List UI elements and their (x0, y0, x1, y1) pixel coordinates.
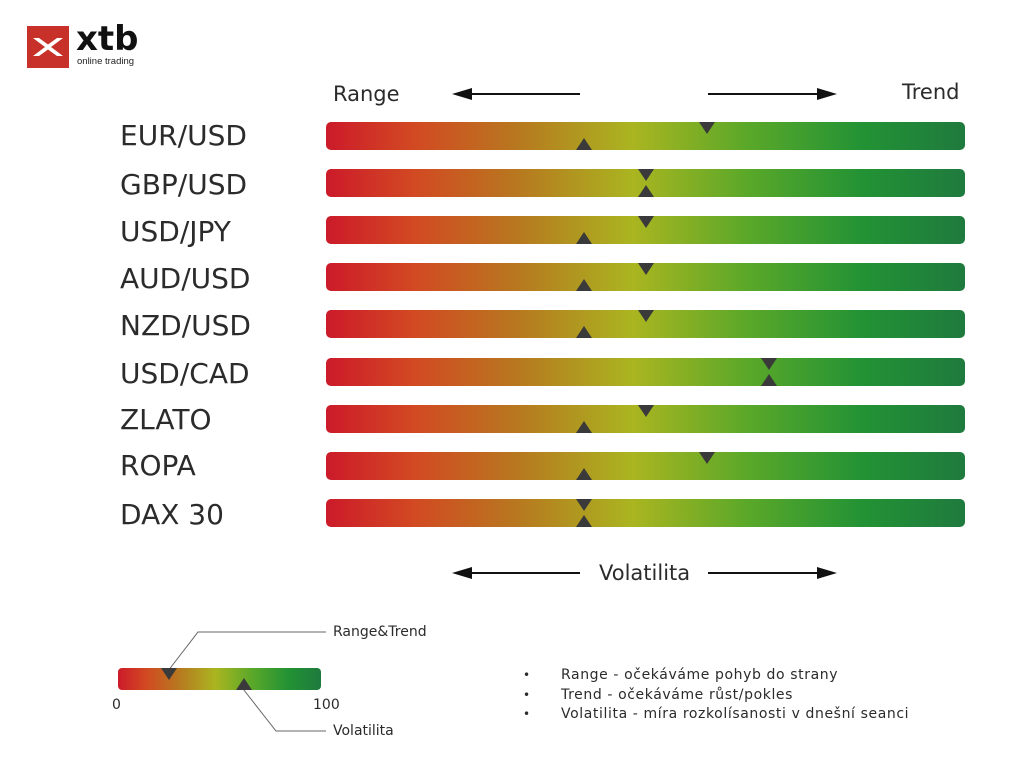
volatility-marker-icon (761, 374, 778, 386)
volatility-axis-label: Volatilita (599, 561, 691, 585)
volatility-marker-icon (575, 468, 592, 480)
asset-label: DAX 30 (120, 498, 224, 531)
legend-volatility-marker-icon (235, 678, 252, 690)
asset-label: GBP/USD (120, 168, 248, 201)
note-item: • Volatilita - míra rozkolísanosti v dneš… (523, 705, 909, 725)
note-item: • Trend - očekáváme růst/pokles (523, 686, 909, 706)
note-text: Range - očekáváme pohyb do strany (561, 667, 839, 683)
legend-max-label: 100 (313, 697, 340, 713)
gradient-bar (326, 122, 965, 150)
range-trend-marker-icon (637, 169, 654, 181)
left-arrow-icon (452, 88, 580, 100)
range-trend-marker-icon (699, 452, 716, 464)
right-arrow-icon (708, 88, 837, 100)
brand-tagline: online trading (77, 56, 135, 67)
note-text: Volatilita - míra rozkolísanosti v dnešn… (561, 706, 910, 722)
asset-label: AUD/USD (120, 262, 251, 295)
legend-gradient-bar (118, 668, 321, 690)
range-trend-marker-icon (575, 499, 592, 511)
asset-label: USD/CAD (120, 357, 250, 390)
asset-label: ROPA (120, 449, 196, 482)
legend-range-trend-label: Range&Trend (333, 624, 427, 640)
range-trend-marker-icon (699, 122, 716, 134)
volatility-marker-icon (575, 515, 592, 527)
asset-label: ZLATO (120, 403, 212, 436)
notes-list: • Range - očekáváme pohyb do strany • Tren… (523, 666, 909, 725)
range-trend-marker-icon (761, 358, 778, 370)
xtb-logo-mark (27, 26, 69, 68)
trend-header-label: Trend (902, 80, 960, 104)
gradient-bar (326, 499, 965, 527)
range-header-label: Range (333, 82, 400, 106)
range-trend-marker-icon (637, 310, 654, 322)
range-trend-marker-icon (637, 405, 654, 417)
volatility-left-arrow-icon (452, 567, 580, 579)
volatility-connector-line (243, 689, 326, 732)
bullet-icon: • (523, 687, 531, 702)
bullet-icon: • (523, 668, 531, 682)
brand-name: xtb (76, 19, 139, 59)
gradient-bar (326, 452, 965, 480)
volatility-marker-icon (575, 232, 592, 244)
legend-min-label: 0 (112, 697, 121, 713)
range-trend-connector-line (168, 631, 326, 671)
range-trend-marker-icon (637, 263, 654, 275)
range-trend-marker-icon (637, 216, 654, 228)
bullet-icon: • (523, 707, 531, 721)
volatility-marker-icon (575, 326, 592, 338)
volatility-marker-icon (637, 185, 654, 197)
volatility-marker-icon (575, 138, 592, 150)
legend-range-trend-marker-icon (160, 668, 177, 680)
asset-label: NZD/USD (120, 309, 251, 342)
asset-label: USD/JPY (120, 215, 231, 248)
volatility-marker-icon (575, 421, 592, 433)
gradient-bar (326, 358, 965, 386)
legend-volatility-label: Volatilita (333, 723, 394, 739)
note-item: • Range - očekáváme pohyb do strany (523, 666, 909, 686)
volatility-right-arrow-icon (708, 567, 837, 579)
volatility-marker-icon (575, 279, 592, 291)
x-logo-icon (33, 38, 63, 56)
asset-label: EUR/USD (120, 119, 247, 152)
note-text: Trend - očekáváme růst/pokles (561, 686, 794, 703)
